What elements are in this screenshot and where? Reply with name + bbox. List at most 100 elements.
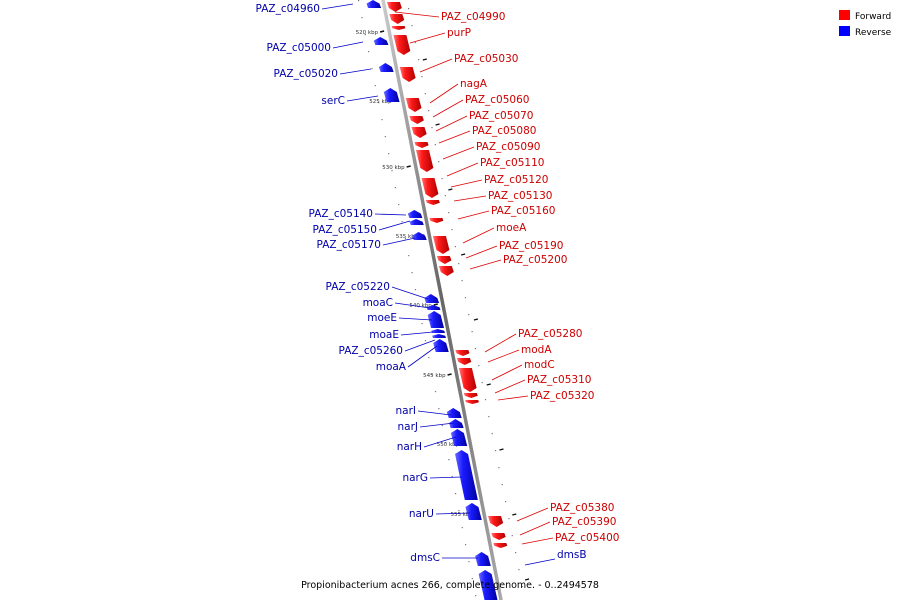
forward-gene-feature (438, 266, 454, 276)
guide-dot (371, 68, 373, 70)
tick-label: 520 kbp (356, 30, 379, 36)
guide-dot (451, 229, 453, 231)
reverse-gene-feature (409, 219, 424, 225)
gene-label-paz-c05080: PAZ_c05080 (472, 125, 536, 137)
major-tick (379, 30, 385, 33)
guide-dot (504, 501, 507, 503)
reverse-leader-line (378, 220, 411, 231)
tick-label: 535 kbp (396, 234, 419, 240)
gene-label-moea: moeA (496, 222, 527, 234)
forward-gene-feature (463, 393, 478, 398)
guide-dot (378, 102, 380, 104)
forward-leader-line (462, 227, 495, 244)
guide-dot (448, 212, 450, 214)
guide-dot (414, 42, 416, 44)
forward-leader-line (491, 364, 523, 381)
forward-leader-line (469, 259, 502, 270)
forward-leader-line (435, 115, 468, 132)
forward-leader-line (450, 179, 483, 188)
guide-dot (471, 578, 473, 580)
minor-tick (512, 513, 517, 516)
forward-leader-line (446, 162, 479, 177)
guide-dot (441, 178, 443, 180)
forward-gene-feature (491, 533, 506, 540)
minor-tick (473, 318, 479, 321)
gene-label-paz-c05310: PAZ_c05310 (527, 374, 591, 386)
gene-label-nari: narI (395, 405, 416, 417)
gene-label-paz-c05390: PAZ_c05390 (552, 516, 616, 528)
gene-label-paz-c05380: PAZ_c05380 (550, 502, 614, 514)
forward-gene-feature (436, 256, 452, 264)
guide-dot (468, 314, 470, 316)
forward-gene-feature (432, 236, 450, 254)
gene-label-paz-c05190: PAZ_c05190 (499, 240, 563, 252)
tick-label: 540 kbp (409, 303, 432, 309)
guide-dot (421, 76, 423, 78)
guide-dot (411, 25, 413, 27)
legend-forward-label: Forward (855, 12, 891, 22)
guide-dot (461, 280, 463, 282)
gene-label-paz-c05090: PAZ_c05090 (476, 141, 540, 153)
major-tick (447, 373, 452, 376)
forward-leader-line (394, 11, 440, 18)
gene-label-serc: serC (321, 95, 345, 107)
reverse-leader-line (435, 512, 471, 515)
reverse-gene-feature (448, 419, 464, 428)
guide-dot (521, 586, 523, 588)
gene-label-paz-c05320: PAZ_c05320 (530, 390, 594, 402)
reverse-leader-line (407, 345, 438, 368)
guide-dot (391, 170, 393, 172)
minor-tick (422, 58, 427, 61)
forward-gene-feature (405, 98, 422, 112)
reverse-leader-line (429, 476, 463, 479)
gene-label-paz-c05170: PAZ_c05170 (317, 239, 381, 251)
forward-leader-line (519, 521, 551, 536)
guide-dot (511, 535, 513, 537)
gene-labels: PAZ_c04990 purP PAZ_c05030 nagA PAZ_c05060 PA… (256, 3, 619, 566)
reverse-leader-line (419, 422, 455, 428)
guide-dot (404, 238, 407, 240)
forward-gene-feature (421, 178, 439, 198)
guide-dot (491, 433, 493, 435)
gene-label-paz-c05030: PAZ_c05030 (454, 53, 518, 65)
reverse-gene-feature (426, 305, 441, 310)
genome-caption: Propionibacterium acnes 266, complete ge… (301, 580, 599, 591)
tick-label: 525 kbp (369, 99, 392, 105)
reverse-gene-feature (450, 429, 468, 446)
guide-dot (478, 365, 480, 367)
reverse-gene-feature (455, 450, 478, 500)
gene-label-moac: moaC (363, 297, 393, 309)
forward-gene-feature (411, 127, 427, 138)
guide-dot (428, 357, 430, 359)
gene-label-paz-c04960: PAZ_c04960 (256, 3, 320, 15)
gene-label-moae: moaE (369, 329, 399, 341)
gene-label-paz-c05140: PAZ_c05140 (309, 208, 373, 220)
gene-label-purp: purP (447, 27, 471, 39)
guide-dot (408, 8, 410, 10)
guide-dot (394, 187, 396, 189)
gene-label-dmsc: dmsC (410, 552, 440, 564)
guide-dot (438, 408, 440, 410)
reverse-gene-feature (383, 88, 400, 102)
guide-dot (424, 340, 427, 342)
guide-dot (464, 297, 467, 299)
forward-leader-line (521, 537, 554, 545)
reverse-leader-line (417, 410, 452, 416)
major-tick (433, 303, 438, 306)
gene-label-paz-c05260: PAZ_c05260 (339, 345, 403, 357)
forward-leader-line (457, 210, 490, 220)
guide-dot (434, 144, 436, 146)
guide-dot (444, 195, 446, 197)
minor-tick (499, 448, 504, 451)
gene-label-naga: nagA (460, 78, 488, 90)
guide-dot (468, 561, 470, 563)
reverse-gene-feature (424, 294, 440, 303)
tick-label: 555 kbp (450, 512, 473, 518)
gene-features (366, 0, 508, 600)
gene-label-paz-c05000: PAZ_c05000 (267, 42, 331, 54)
gene-label-paz-c05060: PAZ_c05060 (465, 94, 529, 106)
gene-label-paz-c05280: PAZ_c05280 (518, 328, 582, 340)
legend-forward-swatch (839, 10, 850, 20)
